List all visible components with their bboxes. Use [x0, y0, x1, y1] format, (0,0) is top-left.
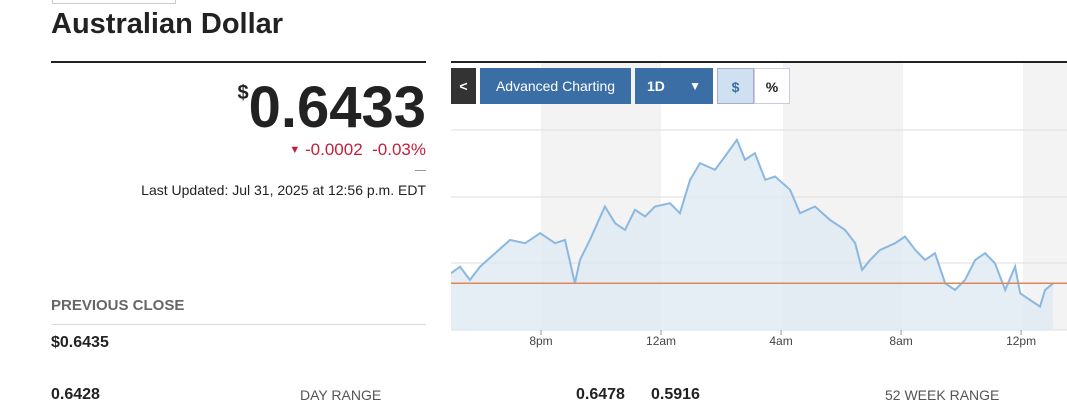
rule — [415, 170, 426, 171]
chart: 8pm 12am 4am 8am 12pm — [451, 61, 1067, 348]
label: PREVIOUS CLOSE — [51, 297, 185, 314]
down-arrow: ▼ — [289, 144, 301, 156]
area — [451, 139, 1054, 330]
day-low: 0.6428 — [51, 386, 100, 403]
price: 0.6433 — [248, 75, 426, 140]
previous-close: $0.6435 — [51, 334, 109, 351]
rule — [451, 61, 1067, 63]
change: -0.0002 — [305, 140, 363, 159]
label: 52 WEEK RANGE — [885, 387, 1000, 403]
change-row: ▼ -0.0002 -0.03% — [289, 140, 426, 160]
back-button[interactable]: < — [451, 68, 476, 104]
label: DAY RANGE — [300, 387, 382, 403]
change-percent: -0.03% — [372, 140, 426, 159]
tab-outline — [52, 0, 176, 4]
x-tick-label: 8pm — [529, 334, 552, 348]
week52-low: 0.5916 — [651, 386, 700, 403]
dollar-toggle[interactable]: $ — [717, 68, 754, 104]
price-block: $0.6433 — [237, 76, 426, 140]
rule — [51, 61, 426, 63]
period-dropdown[interactable]: 1D ▼ — [635, 68, 713, 104]
last-updated: Last Updated: Jul 31, 2025 at 12:56 p.m.… — [141, 182, 426, 198]
x-tick-label: 8am — [889, 334, 912, 348]
price-line — [451, 137, 1054, 309]
currency: $ — [237, 82, 249, 104]
rule — [51, 324, 426, 325]
caret: ▼ — [689, 79, 701, 93]
x-tick-label: 12pm — [1006, 334, 1036, 348]
x-tick-label: 12am — [646, 334, 676, 348]
period: 1D — [647, 78, 665, 94]
percent-toggle[interactable]: % — [754, 68, 790, 104]
advanced-charting-button[interactable]: Advanced Charting — [480, 68, 631, 104]
title: Australian Dollar — [51, 8, 284, 40]
x-tick-label: 4am — [769, 334, 792, 348]
day-high: 0.6478 — [576, 386, 625, 403]
